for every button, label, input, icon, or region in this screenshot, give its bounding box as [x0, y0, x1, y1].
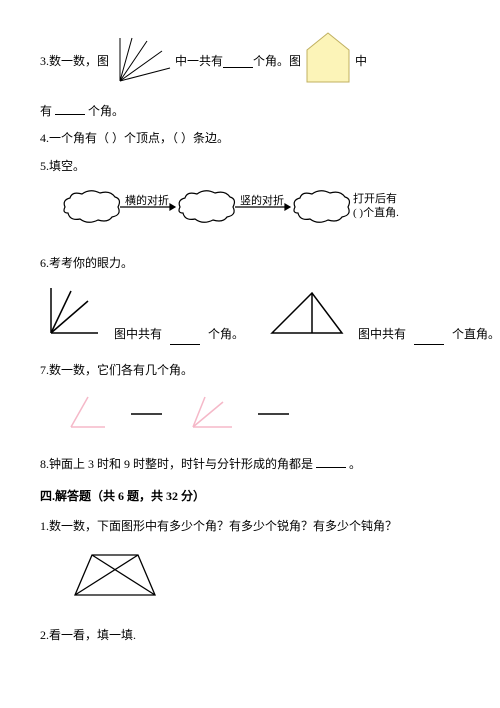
s4-question-2: 2.看一看，填一填. — [40, 625, 460, 647]
q6-text1-pre: 图中共有 — [114, 324, 162, 346]
blank-field[interactable] — [170, 331, 200, 345]
fan-diagram — [112, 33, 172, 91]
q5-diagram: 横的对折 竖的对折 打开后有 ( )个直角. — [60, 185, 460, 238]
pentagon-diagram — [304, 30, 352, 93]
q6-row: 图中共有 个角。 图中共有 个直角。 — [40, 283, 460, 346]
section-4-header: 四.解答题（共 6 题，共 32 分） — [40, 486, 460, 508]
s4-question-1: 1.数一数，下面图形中有多少个角？有多少个锐角？有多少个钝角？ — [40, 516, 460, 538]
q7-angle2 — [185, 392, 235, 440]
q5-label2: 竖的对折 — [240, 193, 284, 207]
q7-diagrams — [60, 392, 460, 440]
q7-line1 — [129, 405, 164, 427]
q7-angle1 — [63, 392, 108, 440]
blank-field[interactable] — [223, 54, 253, 68]
question-8: 8.钟面上 3 时和 9 时整时，时针与分针形成的角都是 。 — [40, 454, 460, 476]
q3-prefix: 3.数一数，图 — [40, 51, 109, 73]
question-6-title: 6.考考你的眼力。 — [40, 253, 460, 275]
question-7-title: 7.数一数，它们各有几个角。 — [40, 360, 460, 382]
blank-field[interactable] — [414, 331, 444, 345]
q6-diagram2 — [267, 288, 347, 346]
q3-line2-suffix: 个角。 — [88, 104, 124, 118]
q5-label3b: ( )个直角. — [353, 205, 399, 219]
question-3: 3.数一数，图 中一共有 个角。图 中 — [40, 30, 460, 93]
q3-mid: 中一共有 — [175, 51, 223, 73]
q6-text1-post: 个角。 — [208, 324, 244, 346]
q3-suffix2: 中 — [355, 51, 367, 73]
q6-diagram1 — [43, 283, 103, 346]
question-4: 4.一个角有（ ）个顶点，（ ）条边。 — [40, 128, 460, 150]
q5-label3a: 打开后有 — [353, 191, 397, 205]
q8-suffix: 。 — [349, 457, 361, 471]
question-5-title: 5.填空。 — [40, 156, 460, 178]
q3-line2: 有 个角。 — [40, 101, 460, 123]
blank-field[interactable] — [316, 454, 346, 468]
q7-line2 — [256, 405, 291, 427]
q6-text2-pre: 图中共有 — [358, 324, 406, 346]
q3-suffix1: 个角。图 — [253, 51, 301, 73]
q8-prefix: 8.钟面上 3 时和 9 时整时，时针与分针形成的角都是 — [40, 457, 313, 471]
q3-line2-prefix: 有 — [40, 104, 52, 118]
q5-label1: 横的对折 — [125, 193, 169, 207]
q6-text2-post: 个直角。 — [452, 324, 500, 346]
blank-field[interactable] — [55, 101, 85, 115]
s4q1-diagram — [70, 547, 460, 610]
